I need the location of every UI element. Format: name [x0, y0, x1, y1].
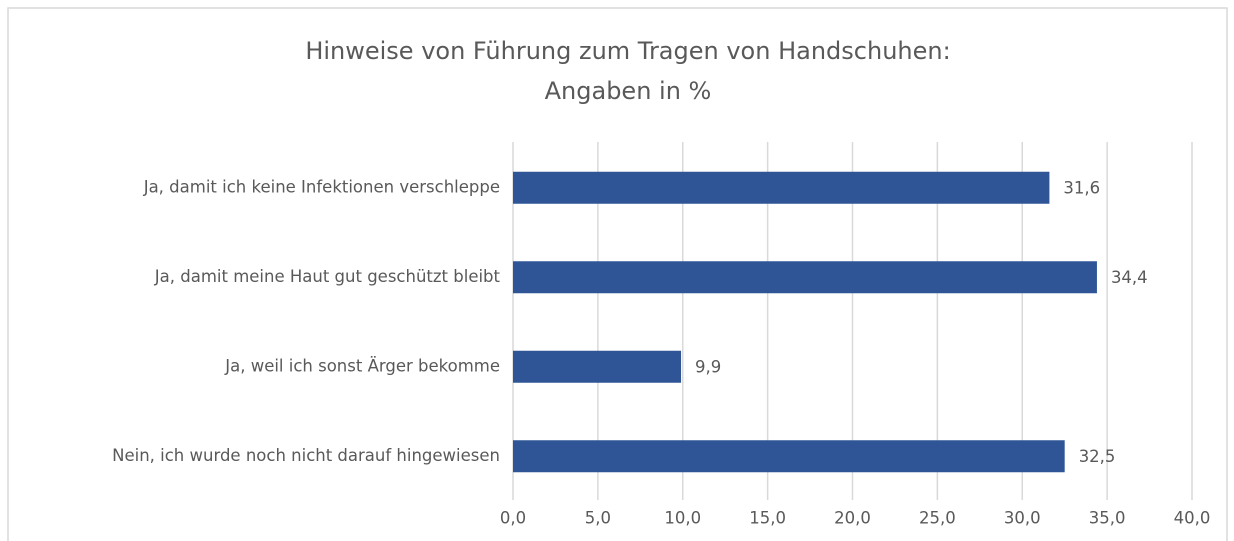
- y-tick-label: Ja, weil ich sonst Ärger bekomme: [224, 356, 500, 375]
- value-label: 31,6: [1063, 178, 1100, 197]
- chart-title: Hinweise von Führung zum Tragen von Hand…: [305, 37, 950, 65]
- x-tick-label: 35,0: [1089, 509, 1126, 528]
- x-tick-label: 40,0: [1174, 509, 1211, 528]
- bar: [513, 440, 1065, 473]
- x-tick-label: 0,0: [500, 509, 526, 528]
- bar: [513, 350, 682, 383]
- value-label: 34,4: [1111, 268, 1148, 287]
- x-tick-label: 25,0: [919, 509, 956, 528]
- x-tick-label: 20,0: [834, 509, 871, 528]
- y-tick-label: Ja, damit meine Haut gut geschützt bleib…: [154, 267, 501, 286]
- bar: [513, 171, 1050, 204]
- x-tick-label: 5,0: [585, 509, 611, 528]
- bar: [513, 261, 1097, 294]
- x-tick-label: 30,0: [1004, 509, 1041, 528]
- y-tick-label: Nein, ich wurde noch nicht darauf hingew…: [112, 446, 500, 465]
- y-tick-label: Ja, damit ich keine Infektionen verschle…: [143, 177, 500, 196]
- value-label: 32,5: [1079, 447, 1116, 466]
- x-tick-label: 10,0: [664, 509, 701, 528]
- chart-subtitle: Angaben in %: [545, 77, 712, 105]
- value-label: 9,9: [695, 357, 721, 376]
- x-tick-label: 15,0: [749, 509, 786, 528]
